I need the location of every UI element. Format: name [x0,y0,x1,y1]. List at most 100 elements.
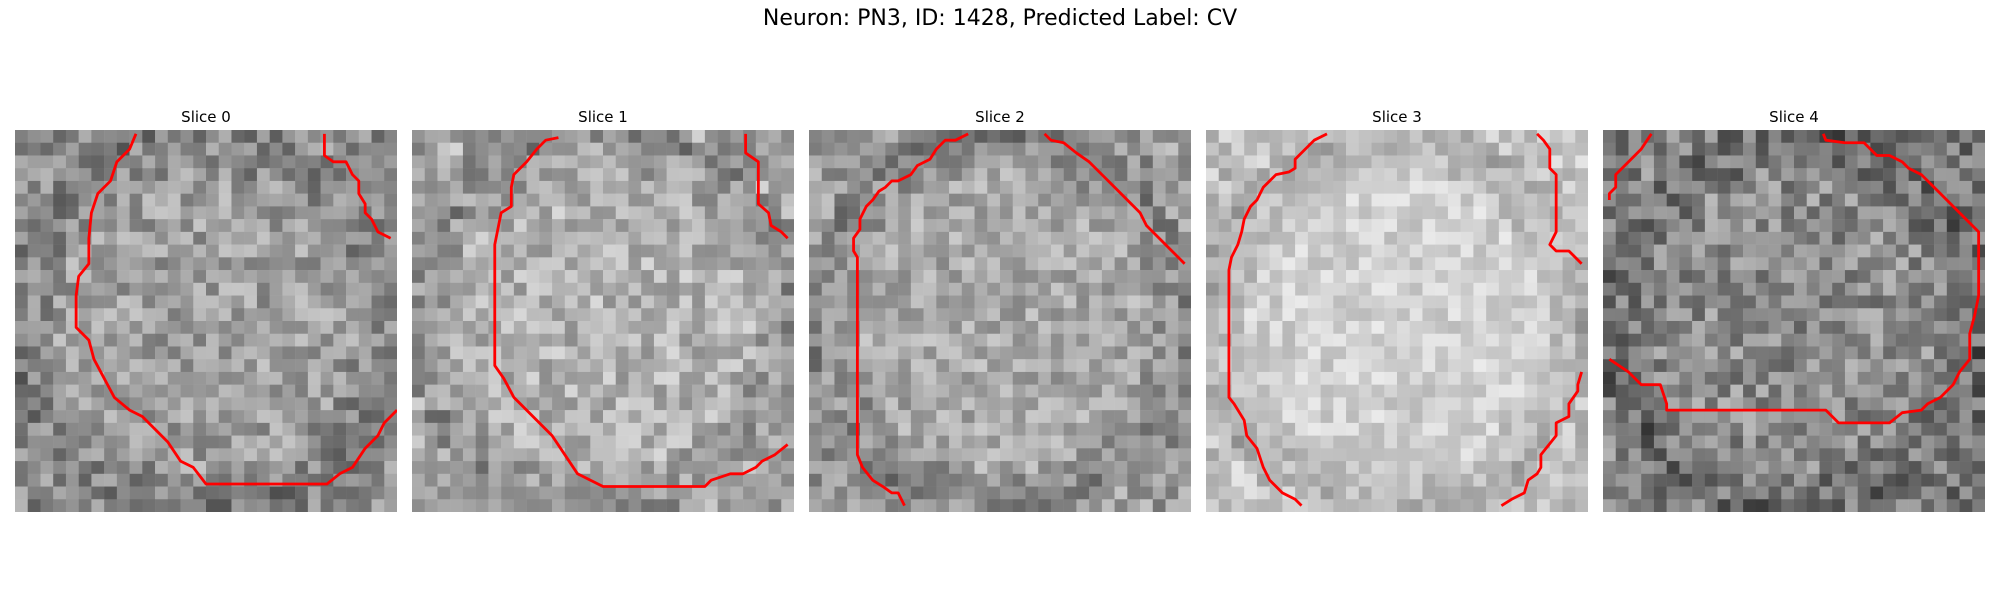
pixel [1806,155,1820,169]
pixel [949,346,963,360]
pixel [1794,435,1807,449]
pixel [40,142,54,156]
pixel [193,473,207,487]
pixel [358,499,372,512]
pixel [1178,435,1191,449]
pixel [1409,397,1423,411]
pixel [244,231,258,245]
pixel [1743,130,1757,143]
pixel [1076,168,1090,182]
pixel [1346,244,1360,258]
pixel [450,130,464,143]
pixel [450,499,464,512]
pixel [987,486,1001,500]
pixel [1524,422,1538,436]
pixel [666,308,680,322]
pixel [27,231,41,245]
pixel [1498,244,1512,258]
pixel [333,168,347,182]
pixel [295,486,309,500]
pixel [193,282,207,296]
pixel [307,130,321,143]
pixel [1603,422,1616,436]
pixel [450,180,464,194]
pixel [450,410,464,424]
pixel [1537,321,1551,334]
pixel [1959,371,1973,385]
pixel [577,384,591,398]
pixel [1101,359,1115,373]
pixel [1730,499,1744,512]
pixel [53,346,67,360]
pixel [730,155,744,169]
pixel [1895,384,1909,398]
pixel [1447,397,1461,411]
pixel [1063,282,1077,296]
pixel [1397,282,1410,296]
pixel [1447,499,1461,512]
pixel [1934,130,1948,143]
pixel [1806,206,1820,220]
pixel [1307,384,1321,398]
pixel [653,359,667,373]
pixel [666,244,680,258]
pixel [1806,142,1820,156]
pixel [1908,499,1922,512]
pixel [1333,180,1347,194]
pixel [450,359,464,373]
pixel [910,359,924,373]
pixel [821,206,835,220]
pixel [1575,461,1588,475]
pixel [358,422,372,436]
pixel [1101,422,1115,436]
pixel [488,422,502,436]
slice-image-0 [15,130,397,512]
pixel [424,346,438,360]
pixel [872,321,886,334]
pixel [1895,142,1909,156]
pixel [666,384,680,398]
pixel [1358,193,1372,207]
pixel [91,486,105,500]
pixel [384,257,397,271]
pixel [244,257,258,271]
pixel [424,371,438,385]
pixel [526,333,540,347]
pixel [1641,270,1655,284]
pixel [244,397,258,411]
pixel [1218,219,1232,233]
pixel [1152,346,1166,360]
pixel [501,448,515,462]
pixel [40,270,54,284]
pixel [1806,244,1820,258]
pixel [1921,219,1935,233]
pixel [1384,435,1398,449]
pixel [1152,422,1166,436]
pixel [78,486,92,500]
pixel [590,193,604,207]
pixel [53,499,67,512]
pixel [1371,270,1385,284]
pixel [1256,270,1270,284]
pixel [104,219,118,233]
pixel [116,448,130,462]
pixel [1050,384,1064,398]
pixel [1692,168,1706,182]
pixel [974,142,988,156]
pixel [1012,486,1026,500]
pixel [1704,155,1718,169]
pixel [1025,295,1039,309]
pixel [1870,321,1884,334]
pixel [781,193,794,207]
pixel [1397,130,1410,143]
pixel [1511,206,1525,220]
pixel [615,244,629,258]
pixel [1537,397,1551,411]
pixel [1447,448,1461,462]
pixel [269,142,283,156]
pixel [501,257,515,271]
pixel [1921,461,1935,475]
pixel [218,499,232,512]
pixel [1000,219,1013,233]
pixel [295,270,309,284]
